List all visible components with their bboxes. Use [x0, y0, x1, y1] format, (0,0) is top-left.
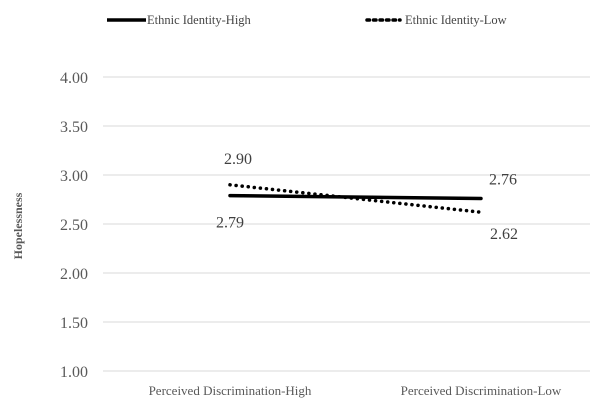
y-tick-label: 1.00 — [60, 364, 88, 381]
data-label: 2.79 — [216, 215, 244, 232]
x-category-label: Perceived Discrimination-High — [149, 383, 312, 398]
y-tick-label: 4.00 — [60, 70, 88, 87]
x-category-labels: Perceived Discrimination-High Perceived D… — [149, 383, 562, 398]
series-lines — [228, 183, 483, 214]
x-category-label: Perceived Discrimination-Low — [401, 383, 562, 398]
data-label: 2.90 — [224, 151, 252, 168]
data-label: 2.76 — [489, 172, 517, 189]
series-line-ethnic-identity-high — [228, 193, 483, 201]
y-tick-labels: 1.00 1.50 2.00 2.50 3.00 3.50 4.00 — [60, 70, 88, 381]
legend-label-ethnic-identity-low: Ethnic Identity-Low — [405, 13, 507, 27]
y-tick-label: 1.50 — [60, 315, 88, 332]
y-tick-label: 2.00 — [60, 266, 88, 283]
y-tick-label: 3.50 — [60, 119, 88, 136]
gridlines — [103, 76, 590, 372]
data-labels: 2.79 2.76 2.90 2.62 — [216, 151, 518, 243]
series-line-ethnic-identity-low — [228, 183, 483, 214]
legend: Ethnic Identity-High Ethnic Identity-Low — [107, 13, 507, 27]
y-tick-label: 3.00 — [60, 168, 88, 185]
y-tick-label: 2.50 — [60, 217, 88, 234]
y-axis-label: Hopelessness — [11, 192, 25, 259]
legend-label-ethnic-identity-high: Ethnic Identity-High — [147, 13, 252, 27]
data-label: 2.62 — [490, 226, 518, 243]
